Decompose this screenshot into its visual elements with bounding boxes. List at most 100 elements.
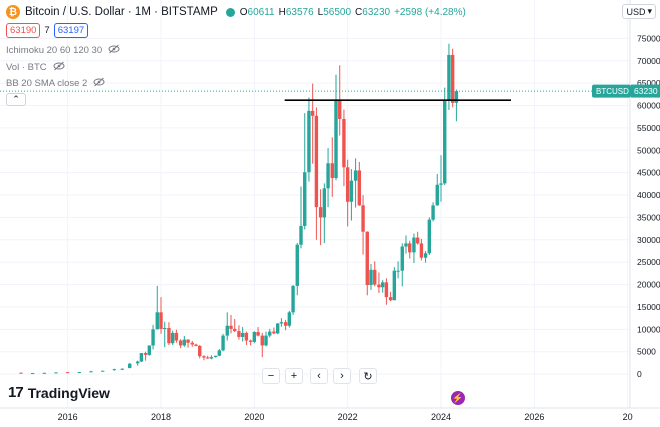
candle-body-up — [334, 99, 338, 179]
x-tick-label: 2024 — [431, 412, 451, 422]
candle-body-up — [431, 205, 435, 220]
ohlc-values: O60611 H63576 L56500 C63230 +2598 (+4.28… — [240, 7, 466, 18]
y-tick-label: 75000 — [637, 33, 660, 43]
y-tick-label: 10000 — [637, 324, 660, 334]
indicator-ichimoku[interactable]: Ichimoku 20 60 120 30 — [6, 44, 120, 57]
scroll-right-button[interactable]: › — [333, 368, 351, 384]
candle-body-up — [209, 357, 214, 359]
reset-button[interactable]: ↻ — [359, 368, 377, 384]
candle-body-up — [396, 270, 400, 272]
buy-price-button[interactable]: 63197 — [53, 23, 89, 38]
candle-body-up — [135, 361, 140, 364]
candle-body-up — [435, 184, 439, 206]
candle-body-up — [291, 285, 295, 313]
candle-body-up — [139, 353, 144, 362]
candle-body-up — [353, 170, 358, 181]
candle-body-down — [194, 344, 198, 346]
y-tick-label: 35000 — [637, 212, 660, 222]
x-tick-label: 20 — [623, 412, 633, 422]
candle-body-down — [272, 331, 276, 334]
candle-body-up — [264, 335, 268, 346]
candle-body-up — [89, 371, 93, 373]
candle-body-up — [380, 282, 385, 288]
change-value: +2598 (+4.28%) — [394, 6, 466, 18]
candle-body-up — [128, 363, 132, 369]
symbol-title[interactable]: Bitcoin / U.S. Dollar · 1M · BITSTAMP — [25, 6, 218, 18]
y-tick-label: 50000 — [637, 145, 660, 155]
indicator-label: Vol · BTC — [6, 62, 47, 73]
candle-body-down — [256, 332, 260, 336]
y-tick-label: 70000 — [637, 56, 660, 66]
spread-value: 7 — [44, 25, 50, 36]
candle-body-up — [163, 327, 167, 329]
candle-body-down — [178, 340, 183, 346]
candle-body-down — [377, 284, 381, 288]
zoom-in-button[interactable]: + — [285, 368, 303, 384]
candle-body-up — [54, 372, 58, 374]
high-label: H — [278, 6, 286, 18]
candle-body-up — [443, 100, 447, 184]
y-tick-label: 5000 — [637, 347, 656, 357]
trade-buttons: 63190 7 63197 — [6, 23, 89, 38]
candle-body-up — [279, 322, 284, 324]
zoom-out-button[interactable]: − — [262, 368, 280, 384]
chevron-down-icon: ▾ — [647, 6, 652, 16]
candle-body-down — [244, 332, 249, 341]
y-tick-label: 25000 — [637, 257, 660, 267]
indicator-label: Ichimoku 20 60 120 30 — [6, 45, 103, 56]
y-tick-label: 40000 — [637, 190, 660, 200]
indicator-volume[interactable]: Vol · BTC — [6, 61, 65, 74]
currency-button[interactable]: USD ▾ — [622, 4, 656, 19]
chart-grid — [0, 0, 630, 408]
candle-body-up — [412, 237, 416, 253]
open-value: 60611 — [247, 6, 275, 18]
candle-body-up — [240, 332, 245, 337]
candle-body-down — [260, 335, 264, 346]
y-tick-label: 30000 — [637, 235, 660, 245]
x-axis-ticks[interactable]: 2016 2018 2020 2022 2024 2026 20 — [58, 412, 633, 422]
candle-body-up — [213, 355, 218, 358]
candle-body-up — [77, 372, 82, 374]
candle-body-down — [361, 205, 365, 232]
collapse-legend-button[interactable]: ⌃ — [6, 93, 26, 106]
price-tag-box — [592, 84, 631, 98]
candle-body-down — [357, 170, 362, 206]
candle-body-up — [252, 332, 257, 342]
candle-body-up — [225, 325, 229, 336]
sell-price-button[interactable]: 63190 — [6, 23, 41, 38]
last-price-tag: BTCUSD 63230 — [592, 84, 660, 98]
candle-body-down — [338, 99, 342, 119]
eye-hidden-icon[interactable] — [108, 44, 120, 57]
eye-hidden-icon[interactable] — [53, 61, 65, 74]
currency-label: USD — [626, 6, 646, 17]
candle-body-up — [151, 329, 155, 346]
candle-body-up — [120, 368, 124, 370]
lightning-icon[interactable]: ⚡ — [451, 391, 465, 405]
candle-body-down — [388, 297, 393, 301]
y-tick-label: 15000 — [637, 302, 660, 312]
candle-body-down — [190, 342, 194, 345]
candle-body-down — [174, 332, 179, 341]
eye-hidden-icon[interactable] — [93, 77, 105, 90]
scroll-left-button[interactable]: ‹ — [310, 368, 328, 384]
candle-body-up — [454, 91, 459, 103]
candle-body-up — [349, 180, 354, 202]
candle-body-down — [237, 331, 241, 337]
candle-body-up — [303, 172, 307, 226]
candles — [19, 43, 459, 375]
close-value: 63230 — [362, 6, 391, 18]
tradingview-logo[interactable]: 17 TradingView — [8, 384, 110, 401]
indicator-bollinger[interactable]: BB 20 SMA close 2 — [6, 77, 105, 90]
candle-body-up — [217, 350, 222, 356]
candle-body-up — [322, 188, 327, 218]
candle-body-down — [202, 356, 206, 358]
candle-body-down — [205, 357, 210, 359]
y-tick-label: 55000 — [637, 123, 660, 133]
candle-body-up — [268, 331, 272, 336]
tradingview-mark-icon: 17 — [8, 384, 24, 401]
x-tick-label: 2026 — [524, 412, 544, 422]
chart-header: ₿ Bitcoin / U.S. Dollar · 1M · BITSTAMP … — [6, 3, 466, 21]
candle-body-down — [384, 282, 389, 298]
candle-body-up — [369, 269, 373, 286]
